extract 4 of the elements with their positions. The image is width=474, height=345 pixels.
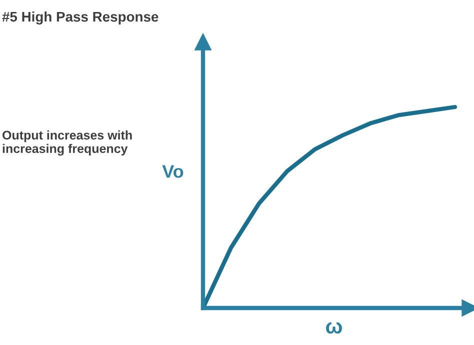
text: #5 High Pass Response bbox=[2, 11, 158, 25]
x-axis-title: ω bbox=[326, 322, 342, 334]
y-axis-title: Vo bbox=[162, 165, 184, 178]
text: Output increases with increasing frequency bbox=[2, 130, 132, 156]
